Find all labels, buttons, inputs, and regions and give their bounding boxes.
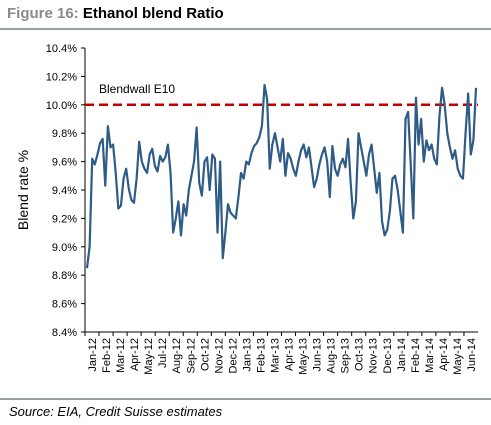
x-tick-label: Feb-14 [410,338,422,373]
x-tick-label: Jan-12 [87,338,99,372]
x-tick-label: Jun-14 [466,338,478,372]
x-tick-label: Dec-13 [382,338,394,373]
blend-rate-series-line [85,83,478,269]
figure-header: Figure 16: Ethanol blend Ratio [0,0,491,30]
source-note: Source: EIA, Credit Suisse estimates [9,404,223,419]
x-tick-label: Apr-13 [284,338,296,371]
y-tick-label: 9.0% [52,242,77,254]
y-tick-label: 10.0% [46,100,77,112]
x-axis-ticks: Jan-12 Feb-12 Mar-12 Apr-12 May-12 Jul-12 Aug-… [84,332,478,375]
x-tick-label: Mar-14 [424,338,436,373]
x-tick-label: Sep-13 [340,338,352,373]
x-tick-label: Aug-12 [171,338,183,373]
header-rule [0,28,491,30]
y-tick-label: 9.8% [52,128,77,140]
x-tick-label: Jun-13 [312,338,324,372]
x-tick-label: Jul-12 [157,338,169,368]
footer-rule [0,398,491,400]
y-tick-label: 9.6% [52,157,77,169]
x-tick-label: Jan-14 [396,338,408,372]
y-tick-label: 9.2% [52,213,77,225]
x-tick-label: Jan-13 [241,338,253,372]
x-tick-label: May-13 [298,338,310,375]
y-tick-label: 9.4% [52,185,77,197]
x-tick-label: Aug-13 [326,338,338,373]
x-tick-label: Sep-12 [185,338,197,373]
x-tick-label: Dec-12 [227,338,239,373]
blendwall-label: Blendwall E10 [99,82,175,96]
y-axis-ticks: 8.4% 8.6% 8.8% 9.0% 9.2% 9.4% 9.6% 9.8% 10.0% 10.… [46,43,85,339]
x-tick-label: Oct-12 [199,338,211,371]
x-tick-label: Apr-12 [129,338,141,371]
x-tick-label: Feb-12 [101,338,113,373]
x-tick-label: Nov-13 [368,338,380,373]
figure-title: Figure 16: Ethanol blend Ratio [7,5,224,22]
x-tick-label: Nov-12 [213,338,225,373]
ethanol-blend-chart: Blend rate % 8.4% 8.6% 8.8% 9.0% 9.2% 9.4% 9.6… [15,43,478,375]
x-tick-label: Oct-13 [354,338,366,371]
x-tick-label: Mar-13 [269,338,281,373]
y-tick-label: 8.8% [52,270,77,282]
y-axis-label: Blend rate % [15,150,31,230]
x-tick-label: Mar-12 [115,338,127,373]
x-tick-label: May-14 [452,338,464,375]
x-tick-label: May-12 [143,338,155,375]
figure-name: Ethanol blend Ratio [82,5,224,22]
figure-number: Figure 16: [7,5,79,22]
y-tick-label: 10.2% [46,71,77,83]
y-tick-label: 8.6% [52,299,77,311]
y-tick-label: 10.4% [46,43,77,55]
x-tick-label: Apr-14 [438,338,450,371]
y-tick-label: 8.4% [52,327,77,339]
x-tick-label: Feb-13 [255,338,267,373]
